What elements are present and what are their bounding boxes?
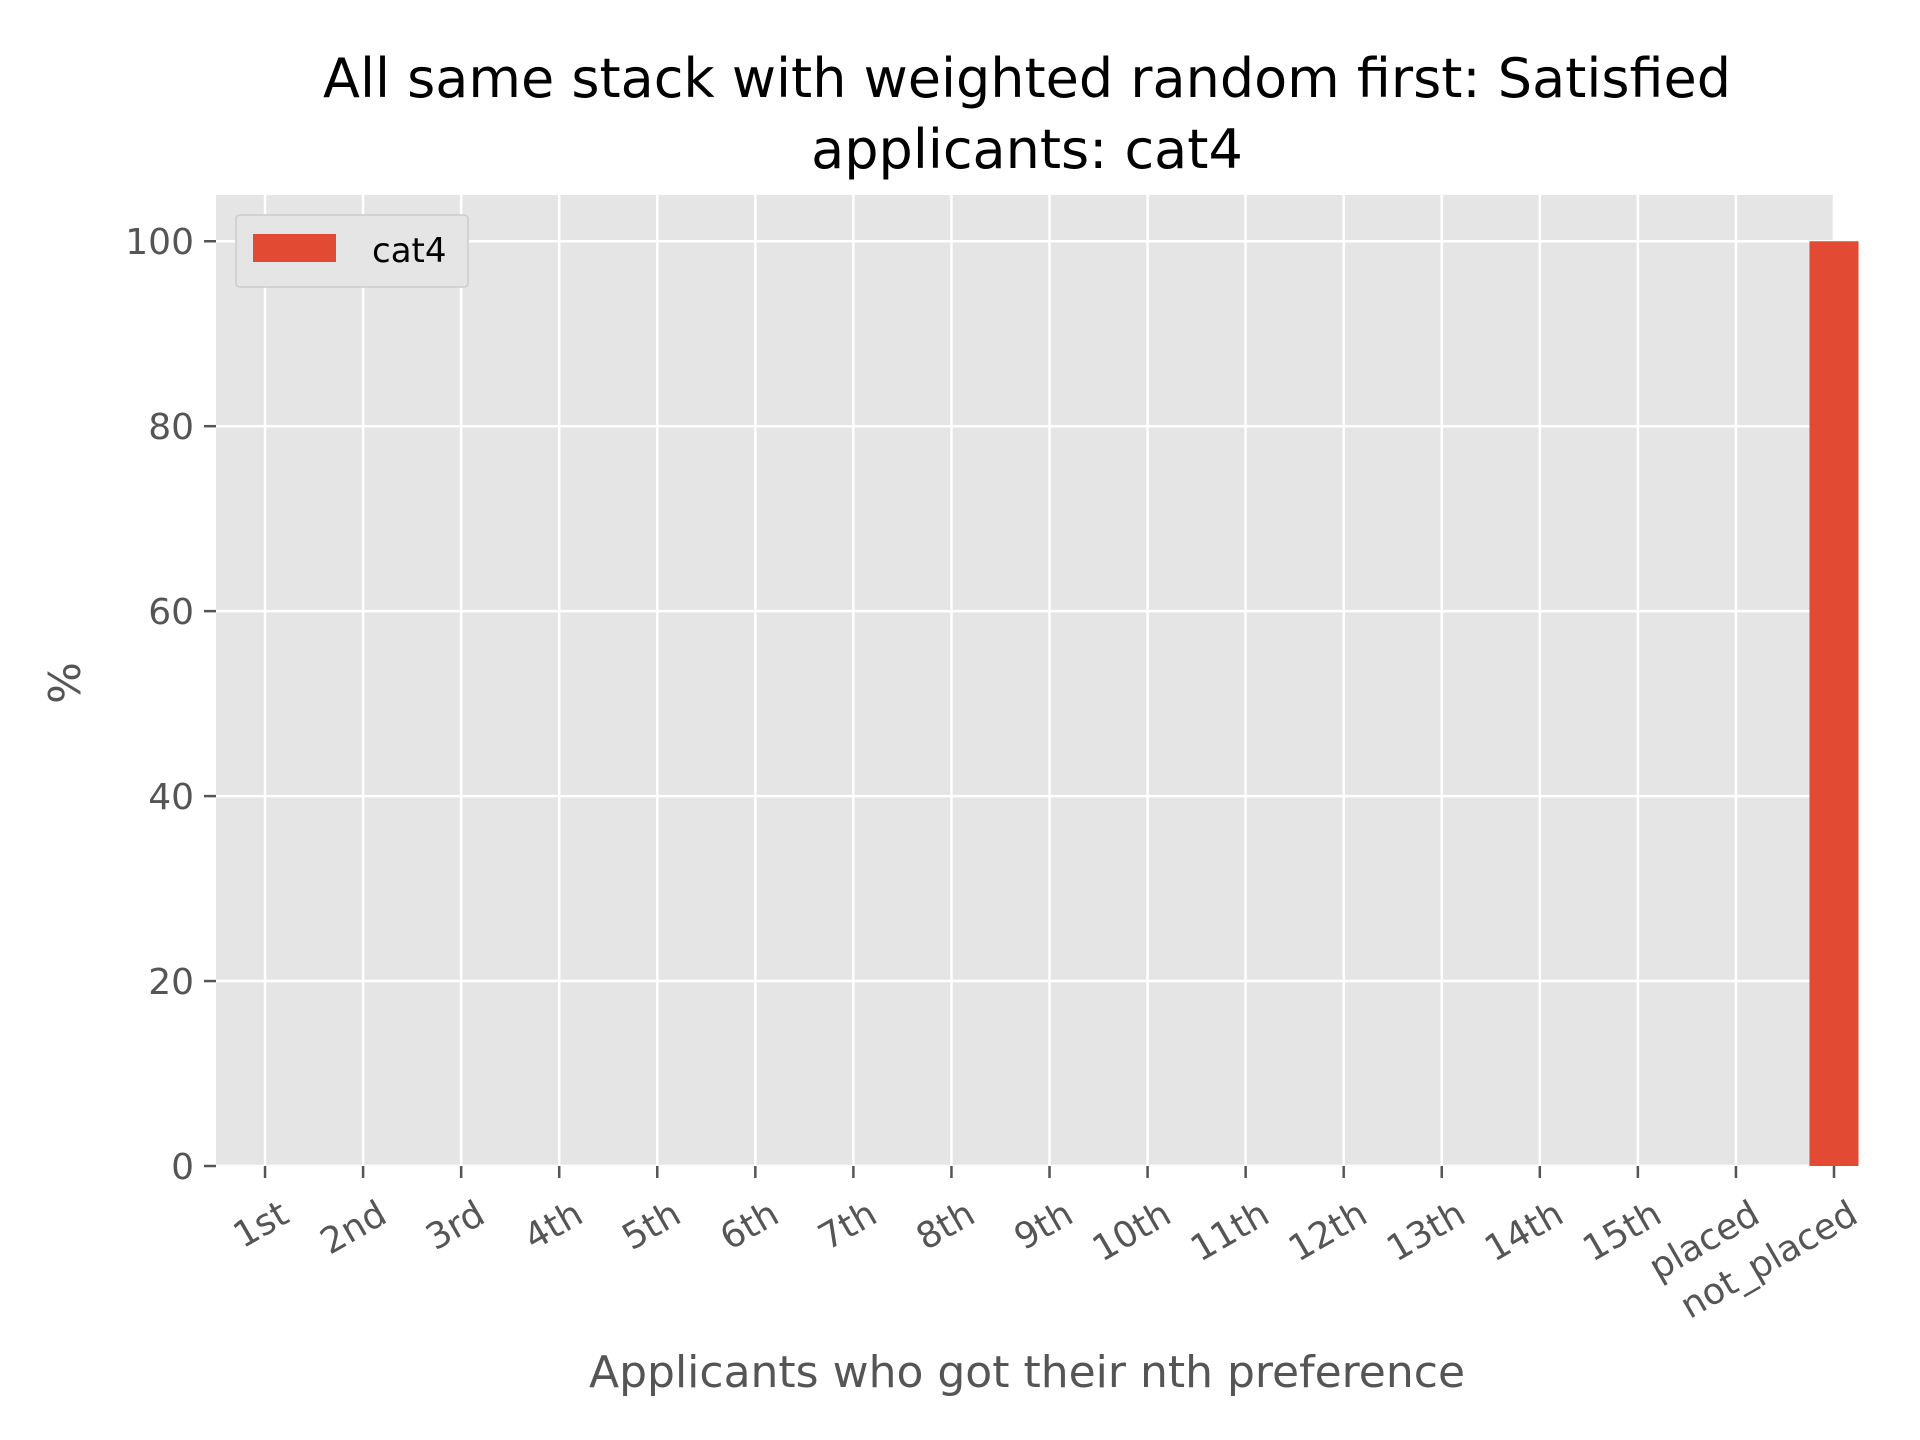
x-tick-label: 4th <box>517 1193 589 1258</box>
y-tick-label: 100 <box>125 222 194 263</box>
legend-label-cat4: cat4 <box>372 231 447 271</box>
x-axis-label: Applicants who got their nth preference <box>589 1347 1465 1398</box>
x-tick-label: 8th <box>910 1193 982 1258</box>
chart-title: All same stack with weighted random firs… <box>323 47 1731 181</box>
x-tick-label: 3rd <box>419 1193 491 1258</box>
x-tick-label: 9th <box>1008 1193 1080 1258</box>
x-tick-label: 10th <box>1086 1193 1178 1270</box>
chart-title-line-1: All same stack with weighted random firs… <box>323 47 1731 110</box>
y-axis-label: % <box>40 662 91 704</box>
x-tick-label: 6th <box>714 1193 786 1258</box>
x-tick-label: 1st <box>227 1193 296 1256</box>
bar-cat4-not_placed <box>1809 241 1859 1166</box>
x-tick-label: 7th <box>812 1193 884 1258</box>
x-tick-label: 5th <box>615 1193 687 1258</box>
chart-title-line-2: applicants: cat4 <box>811 118 1243 181</box>
legend: cat4 <box>235 214 469 288</box>
x-axis-ticks: 1st 2nd 3rd 4th 5th 6th 7th 8th 9th 10th 11th 12th 1… <box>227 1166 1865 1327</box>
x-tick-label: 13th <box>1380 1193 1472 1270</box>
bar-series <box>1809 241 1859 1166</box>
y-axis-ticks: 0 20 40 60 80 100 <box>125 222 216 1188</box>
x-tick-label: 14th <box>1478 1193 1570 1270</box>
legend-swatch-cat4 <box>253 234 336 262</box>
plot-area <box>216 195 1834 1166</box>
x-tick-label: 2nd <box>314 1193 394 1263</box>
x-tick-label: 11th <box>1184 1193 1276 1270</box>
y-tick-label: 80 <box>148 407 194 448</box>
x-tick-label: 12th <box>1282 1193 1374 1270</box>
y-gridlines <box>216 239 1834 1168</box>
y-tick-label: 60 <box>148 592 194 633</box>
y-tick-label: 40 <box>148 777 194 818</box>
y-tick-label: 20 <box>148 962 194 1003</box>
legend-box <box>235 214 469 288</box>
y-tick-label: 0 <box>171 1147 194 1188</box>
